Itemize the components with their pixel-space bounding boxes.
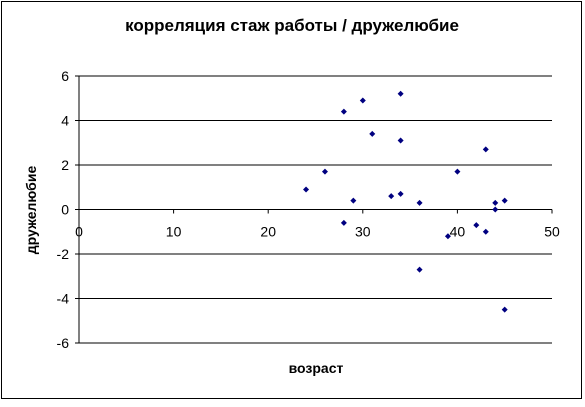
y-tick-label: 2 bbox=[61, 157, 69, 173]
data-point bbox=[340, 108, 347, 115]
data-point bbox=[321, 168, 328, 175]
data-point bbox=[397, 90, 404, 97]
data-point bbox=[350, 197, 357, 204]
data-point bbox=[303, 186, 310, 193]
x-tick-label: 10 bbox=[166, 224, 182, 240]
y-tick-label: 4 bbox=[61, 113, 69, 129]
chart-title: корреляция стаж работы / дружелюбие bbox=[125, 16, 459, 35]
data-point bbox=[397, 190, 404, 197]
data-point bbox=[388, 193, 395, 200]
data-point bbox=[369, 130, 376, 137]
x-tick-label: 30 bbox=[355, 224, 371, 240]
x-tick-label: 20 bbox=[260, 224, 276, 240]
data-point bbox=[482, 228, 489, 235]
chart-border bbox=[1, 1, 582, 399]
x-axis-title: возраст bbox=[289, 360, 344, 376]
data-point bbox=[340, 219, 347, 226]
data-point bbox=[416, 199, 423, 206]
y-tick-label: -2 bbox=[57, 246, 70, 262]
data-point bbox=[444, 233, 451, 240]
y-tick-label: -4 bbox=[57, 291, 70, 307]
y-tick-label: -6 bbox=[57, 335, 70, 351]
data-point bbox=[501, 306, 508, 313]
data-point bbox=[482, 146, 489, 153]
data-point bbox=[492, 199, 499, 206]
data-point bbox=[397, 137, 404, 144]
data-point bbox=[473, 222, 480, 229]
data-point bbox=[492, 206, 499, 213]
data-point bbox=[359, 97, 366, 104]
data-point bbox=[454, 168, 461, 175]
y-tick-label: 6 bbox=[61, 68, 69, 84]
data-point bbox=[501, 197, 508, 204]
data-point bbox=[416, 266, 423, 273]
y-axis-title: дружелюбие bbox=[23, 166, 39, 255]
x-tick-label: 0 bbox=[75, 224, 83, 240]
y-tick-label: 0 bbox=[61, 202, 69, 218]
x-tick-label: 50 bbox=[544, 224, 560, 240]
x-tick-label: 40 bbox=[450, 224, 466, 240]
